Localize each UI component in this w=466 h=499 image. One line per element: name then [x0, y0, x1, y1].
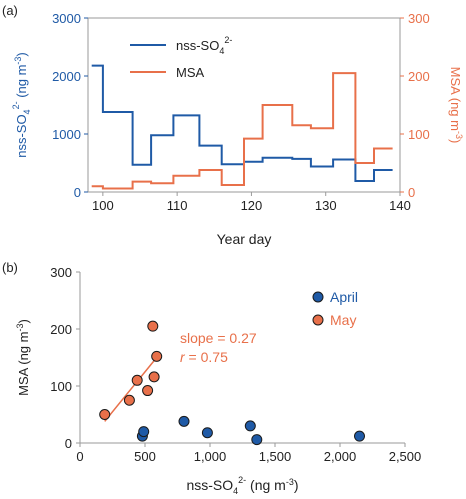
panel-a-yright-tick-label-0: 0	[408, 185, 415, 200]
panel-a-yleft-tick-label-1: 1000	[52, 127, 81, 142]
panel-a-xtick-label-2: 120	[241, 198, 263, 213]
panel-b-legend-may-label: May	[330, 312, 356, 328]
panel-b-april-point-6	[354, 430, 365, 442]
panel-b-ylabel: MSA (ng m-3)	[15, 319, 31, 396]
panel-a-yleft-tick-label-2: 2000	[52, 69, 81, 84]
panel-a-yright-tick-label-2: 200	[408, 69, 430, 84]
panel-a-yright-tick-label-1: 100	[408, 127, 430, 142]
panel-a-yright-tick-label-3: 300	[408, 11, 430, 26]
panel-b-xtick-label-4: 2,000	[324, 449, 357, 464]
panel-a-timeseries: (a)100 110 120 130 1400100020003000010020030…	[2, 3, 464, 247]
panel-b-xlabel: nss-SO42- (ng m-3)	[186, 475, 298, 496]
panel-b-xtick-label-2: 1,000	[194, 449, 227, 464]
panel-a-xtick-label-1: 110	[167, 198, 188, 213]
panel-a-xtick-label-0: 100	[92, 198, 114, 213]
panel-b-legend-april-marker	[312, 291, 324, 303]
panel-a-series-1-line	[91, 72, 393, 190]
panel-a-ylabel-right: MSA (ng m-3)	[448, 67, 464, 144]
panel-b-april-point-3	[201, 427, 213, 439]
panel-b-april-point-2	[178, 415, 190, 427]
panel-a-ylabel-left: nss-SO42- (ng m-3)	[11, 52, 32, 158]
panel-b-ytick-label-1: 100	[50, 379, 72, 394]
panel-b-label: (b)	[2, 260, 18, 275]
panel-b-may-point-6	[151, 350, 163, 362]
panel-b-ytick-label-0: 0	[65, 436, 72, 451]
panel-b-xtick-label-3: 1,500	[259, 449, 292, 464]
panel-b-legend-april-label: April	[330, 289, 358, 305]
panel-b-may-point-0	[99, 409, 111, 420]
panel-a-yleft-tick-label-3: 3000	[52, 11, 81, 26]
panel-b-may-point-4	[147, 320, 159, 332]
panel-b-may-point-1	[123, 394, 135, 406]
panel-b-april-point-1	[138, 426, 150, 438]
panel-b-slope-annotation: slope = 0.27	[180, 330, 257, 346]
panel-a-xlabel: Year day	[217, 231, 272, 247]
panel-b-scatter: (b) 0 100 200 300 0 500 1,000 1,500 2,000 2,500 Apr…	[2, 260, 421, 496]
panel-a-series-0-line	[91, 64, 393, 182]
panel-b-ytick-label-3: 300	[50, 265, 72, 280]
panel-b-may-point-5	[148, 371, 160, 383]
panel-a-legend-nss-label: nss-SO42-	[176, 35, 232, 56]
panel-b-xtick-label-1: 500	[134, 449, 156, 464]
panel-b-xtick-label-0: 0	[76, 449, 83, 464]
panel-b-xtick-label-5: 2,500	[389, 449, 422, 464]
panel-a-label: (a)	[2, 3, 18, 18]
panel-b-legend-may-marker	[312, 314, 324, 326]
panel-b-fit-line	[104, 357, 158, 422]
panel-a-yleft-tick-label-0: 0	[74, 185, 81, 200]
panel-a-frame	[87, 17, 401, 193]
panel-b-r-annotation: r = 0.75	[180, 349, 228, 365]
panel-a-xtick-label-4: 140	[389, 198, 411, 213]
panel-b-ytick-label-2: 200	[50, 322, 72, 337]
panel-a-legend-msa-label: MSA	[176, 65, 205, 80]
panel-a-xtick-label-3: 130	[315, 198, 337, 213]
panel-b-april-point-4	[244, 420, 256, 432]
panel-b-may-point-3	[142, 385, 154, 397]
panel-b-may-point-2	[131, 374, 143, 386]
panel-b-april-point-5	[251, 434, 263, 446]
